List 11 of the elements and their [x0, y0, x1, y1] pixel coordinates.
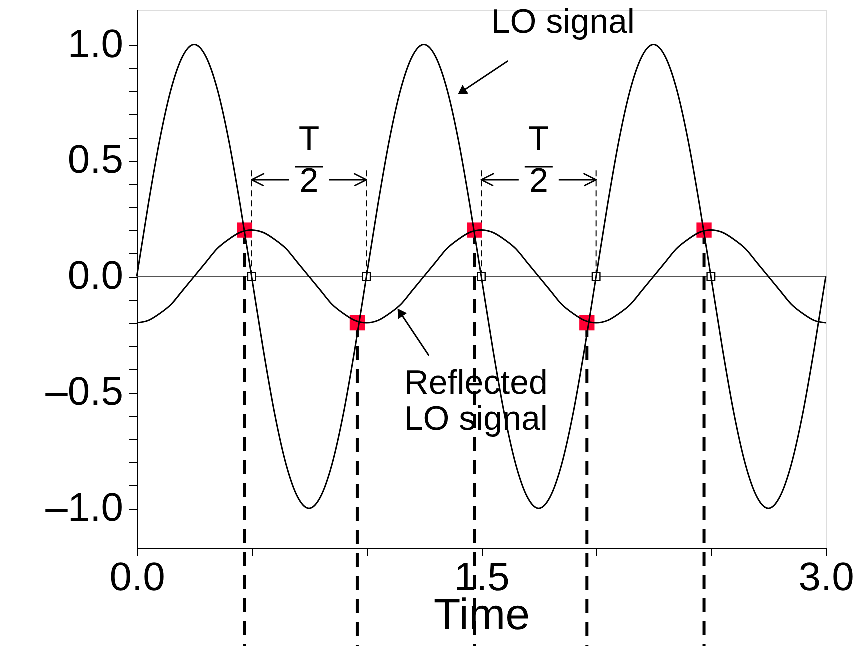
- annotation: T 2: [298, 120, 320, 200]
- y-tick-label: 0.0: [68, 254, 124, 298]
- x-tick-label: 0.0: [110, 556, 166, 600]
- y-tick-label: 0.5: [68, 138, 124, 182]
- annotation: LO signal: [491, 3, 635, 42]
- y-tick-label: 1.0: [68, 22, 124, 66]
- y-tick-label: –0.5: [46, 370, 124, 414]
- annotation: T 2: [528, 120, 550, 200]
- x-axis-title: Time: [434, 590, 530, 640]
- y-tick-label: –1.0: [46, 486, 124, 530]
- x-tick-label: 3.0: [798, 556, 854, 600]
